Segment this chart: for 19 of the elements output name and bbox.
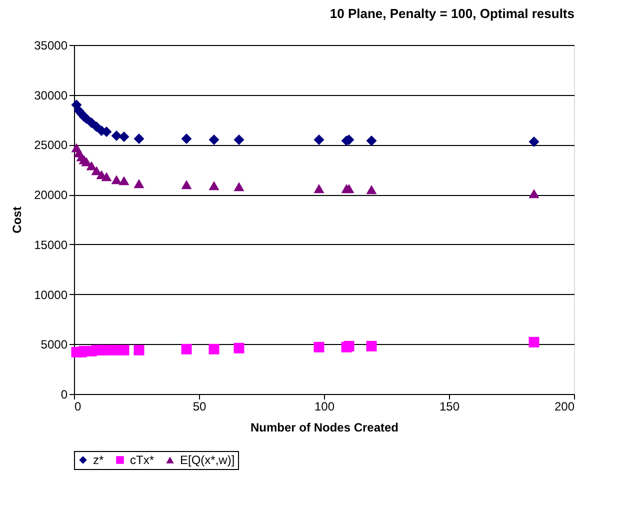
y-tick-label: 25000 [34,138,68,152]
y-tick-label: 30000 [34,88,68,102]
y-tick-label: 5000 [40,338,68,352]
y-tick-label: 20000 [34,188,68,202]
chart-title: 10 Plane, Penalty = 100, Optimal results [330,6,574,21]
x-tick-label: 50 [192,400,206,414]
legend-label: E[Q(x*,w)] [180,453,235,467]
x-axis-title: Number of Nodes Created [250,420,399,434]
x-tick-label: 150 [439,400,460,414]
y-tick-label: 10000 [34,288,68,302]
legend-label: cTx* [130,453,154,467]
y-tick-label: 35000 [34,38,68,52]
legend-label: z* [93,453,104,467]
x-tick-label: 0 [74,400,82,414]
y-tick-label: 15000 [34,238,68,252]
x-tick-label: 100 [314,400,335,414]
y-tick-label: 0 [60,388,68,402]
x-tick-label: 200 [554,400,575,414]
y-axis-title: Cost [10,206,24,234]
